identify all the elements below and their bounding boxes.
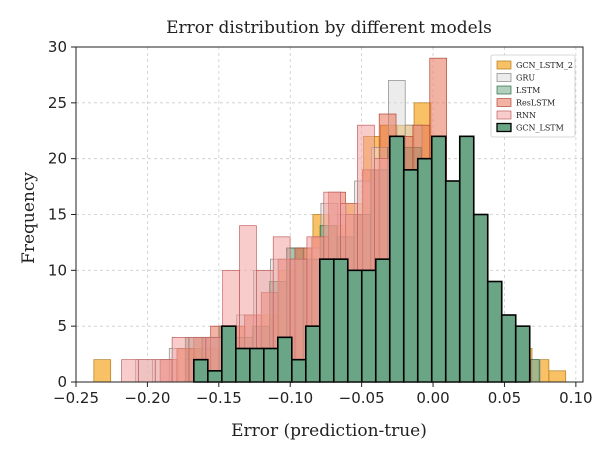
histogram-bar (138, 359, 156, 383)
y-tick-label: 15 (48, 206, 67, 224)
legend-swatch (496, 110, 512, 120)
histogram-bar (193, 358, 209, 383)
legend-swatch (496, 98, 512, 107)
histogram-bar (548, 370, 567, 383)
histogram-bar (332, 258, 349, 383)
x-tick-label: −0.10 (267, 389, 313, 407)
histogram-bar (277, 336, 293, 383)
histogram-bar (221, 325, 237, 383)
histogram-bar (430, 135, 447, 383)
histogram-bar (235, 347, 251, 383)
y-tick-label: 0 (57, 373, 67, 391)
histogram-bar (486, 280, 503, 383)
x-tick-label: −0.25 (53, 389, 99, 407)
bars-layer (93, 57, 567, 383)
chart-title: Error distribution by different models (166, 18, 492, 38)
histogram-bar (416, 157, 433, 383)
histogram-bar (154, 359, 173, 383)
legend-swatch (496, 73, 512, 82)
y-tick-label: 10 (48, 261, 67, 279)
histogram-bar (346, 269, 363, 383)
y-tick-label: 5 (57, 317, 67, 335)
legend-label: GRU (516, 74, 535, 83)
legend-swatch (496, 85, 512, 95)
x-tick-label: 0.10 (559, 389, 592, 407)
histogram-bar (402, 169, 419, 383)
x-tick-label: 0.00 (416, 389, 449, 407)
histogram-bar (121, 359, 139, 383)
x-tick-label: −0.15 (196, 389, 242, 407)
y-tick-label: 30 (48, 38, 67, 56)
legend-label: GCN_LSTM (516, 124, 564, 133)
histogram-bar (290, 358, 307, 383)
legend: GCN_LSTM_2 GRU LSTM ResLSTM RNN GCN_LSTM (490, 54, 576, 138)
y-tick-label: 25 (48, 94, 67, 112)
histogram-bar (500, 314, 517, 383)
histogram-bar (388, 135, 405, 383)
legend-box (490, 54, 576, 138)
x-axis-ticks: −0.25 −0.20 −0.15 −0.10 −0.05 0.00 0.05 0.10 (53, 382, 593, 407)
histogram-bar (458, 135, 475, 383)
histogram-bar (514, 325, 531, 383)
histogram-bar (444, 180, 461, 383)
histogram-bar (374, 258, 391, 383)
legend-swatch (496, 60, 512, 70)
x-tick-label: 0.05 (488, 389, 521, 407)
y-axis-label: Frequency (19, 172, 39, 264)
x-tick-label: −0.20 (124, 389, 170, 407)
legend-label: ResLSTM (516, 99, 555, 108)
y-axis-ticks: 0 5 10 15 20 25 30 (48, 38, 76, 391)
histogram-bar (304, 325, 321, 383)
legend-swatch (496, 122, 512, 133)
histogram-bar (93, 359, 112, 383)
y-tick-label: 20 (48, 150, 67, 168)
histogram-bar (318, 258, 335, 383)
x-axis-label: Error (prediction-true) (231, 421, 427, 441)
histogram-bar (263, 347, 279, 383)
histogram-bar (472, 213, 489, 383)
legend-label: GCN_LSTM_2 (516, 61, 573, 70)
histogram-bar (360, 269, 377, 383)
series-gcn-lstm (193, 135, 531, 383)
histogram-bar (171, 336, 190, 383)
x-tick-label: −0.05 (339, 389, 385, 407)
histogram-bar (207, 370, 223, 383)
legend-label: LSTM (516, 86, 540, 95)
legend-label: RNN (516, 111, 536, 120)
histogram-bar (249, 347, 265, 383)
